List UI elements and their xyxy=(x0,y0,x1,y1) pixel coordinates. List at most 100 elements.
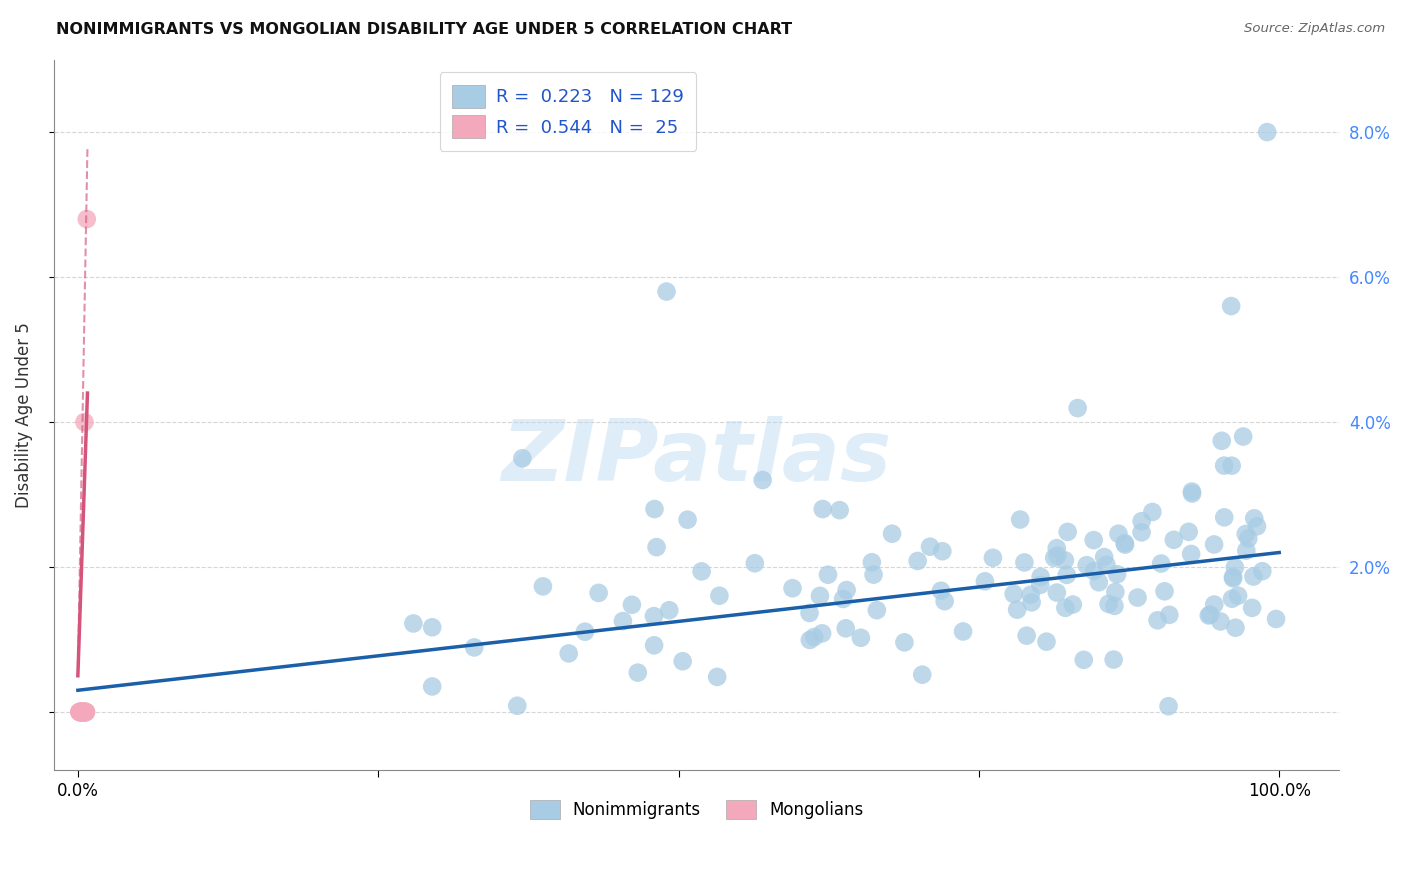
Point xyxy=(69,705,91,719)
Text: ZIPatlas: ZIPatlas xyxy=(502,416,891,499)
Point xyxy=(934,594,956,608)
Point xyxy=(1088,575,1111,590)
Point xyxy=(75,705,97,719)
Point xyxy=(709,589,731,603)
Point xyxy=(811,626,834,640)
Point xyxy=(1198,608,1220,623)
Point xyxy=(620,598,643,612)
Point xyxy=(1066,401,1088,415)
Point xyxy=(1029,578,1052,592)
Point xyxy=(1204,598,1226,612)
Point xyxy=(835,621,858,635)
Point xyxy=(658,603,681,617)
Point xyxy=(918,540,941,554)
Point xyxy=(893,635,915,649)
Point xyxy=(911,667,934,681)
Point xyxy=(1015,629,1038,643)
Point xyxy=(69,705,91,719)
Point xyxy=(1056,524,1078,539)
Point xyxy=(1019,588,1042,602)
Legend: Nonimmigrants, Mongolians: Nonimmigrants, Mongolians xyxy=(523,793,870,826)
Point xyxy=(1104,599,1126,613)
Point xyxy=(1046,541,1069,556)
Point xyxy=(1213,458,1236,473)
Point xyxy=(1265,612,1288,626)
Point xyxy=(1251,564,1274,578)
Point xyxy=(70,705,93,719)
Point xyxy=(76,212,98,227)
Point xyxy=(676,513,699,527)
Point xyxy=(1227,589,1250,603)
Point xyxy=(644,502,666,516)
Point xyxy=(1181,484,1204,499)
Point xyxy=(1005,602,1028,616)
Point xyxy=(557,647,579,661)
Point xyxy=(645,540,668,554)
Point xyxy=(574,624,596,639)
Point xyxy=(1092,550,1115,565)
Point xyxy=(1209,615,1232,629)
Point xyxy=(931,544,953,558)
Point xyxy=(1062,598,1084,612)
Point xyxy=(1043,550,1066,565)
Point xyxy=(1002,587,1025,601)
Point xyxy=(463,640,485,655)
Point xyxy=(880,526,903,541)
Text: Source: ZipAtlas.com: Source: ZipAtlas.com xyxy=(1244,22,1385,36)
Point xyxy=(1211,434,1233,448)
Point xyxy=(420,620,443,634)
Point xyxy=(1102,652,1125,666)
Point xyxy=(744,556,766,570)
Point xyxy=(1159,607,1181,622)
Point xyxy=(799,632,821,647)
Point xyxy=(75,705,97,719)
Point xyxy=(1177,524,1199,539)
Point xyxy=(1225,621,1247,635)
Point xyxy=(1021,595,1043,609)
Point xyxy=(828,503,851,517)
Point xyxy=(849,631,872,645)
Point xyxy=(75,705,97,719)
Point xyxy=(531,579,554,593)
Point xyxy=(1246,519,1268,533)
Point xyxy=(1180,547,1202,561)
Point xyxy=(672,654,695,668)
Point xyxy=(1114,536,1136,550)
Point xyxy=(952,624,974,639)
Point xyxy=(402,616,425,631)
Point xyxy=(73,415,96,429)
Point xyxy=(1220,591,1243,606)
Point xyxy=(69,705,91,719)
Point xyxy=(1241,569,1264,583)
Point xyxy=(1126,591,1149,605)
Point xyxy=(420,680,443,694)
Point xyxy=(1234,543,1257,558)
Point xyxy=(72,705,94,719)
Point xyxy=(1146,613,1168,627)
Point xyxy=(1153,584,1175,599)
Point xyxy=(70,705,93,719)
Point xyxy=(612,614,634,628)
Point xyxy=(75,705,97,719)
Y-axis label: Disability Age Under 5: Disability Age Under 5 xyxy=(15,322,32,508)
Point xyxy=(1053,553,1076,567)
Point xyxy=(1010,512,1032,526)
Point xyxy=(1083,533,1105,547)
Point xyxy=(588,586,610,600)
Point xyxy=(860,555,883,569)
Point xyxy=(1199,607,1222,622)
Point xyxy=(73,705,96,719)
Point xyxy=(817,567,839,582)
Point xyxy=(690,565,713,579)
Point xyxy=(929,583,952,598)
Point xyxy=(1056,568,1078,582)
Point xyxy=(782,581,804,595)
Point xyxy=(1054,600,1077,615)
Point xyxy=(1046,585,1069,599)
Point xyxy=(643,609,665,624)
Point xyxy=(803,630,825,644)
Point xyxy=(1241,600,1264,615)
Point xyxy=(1234,527,1257,541)
Point xyxy=(69,705,91,719)
Point xyxy=(1076,558,1098,573)
